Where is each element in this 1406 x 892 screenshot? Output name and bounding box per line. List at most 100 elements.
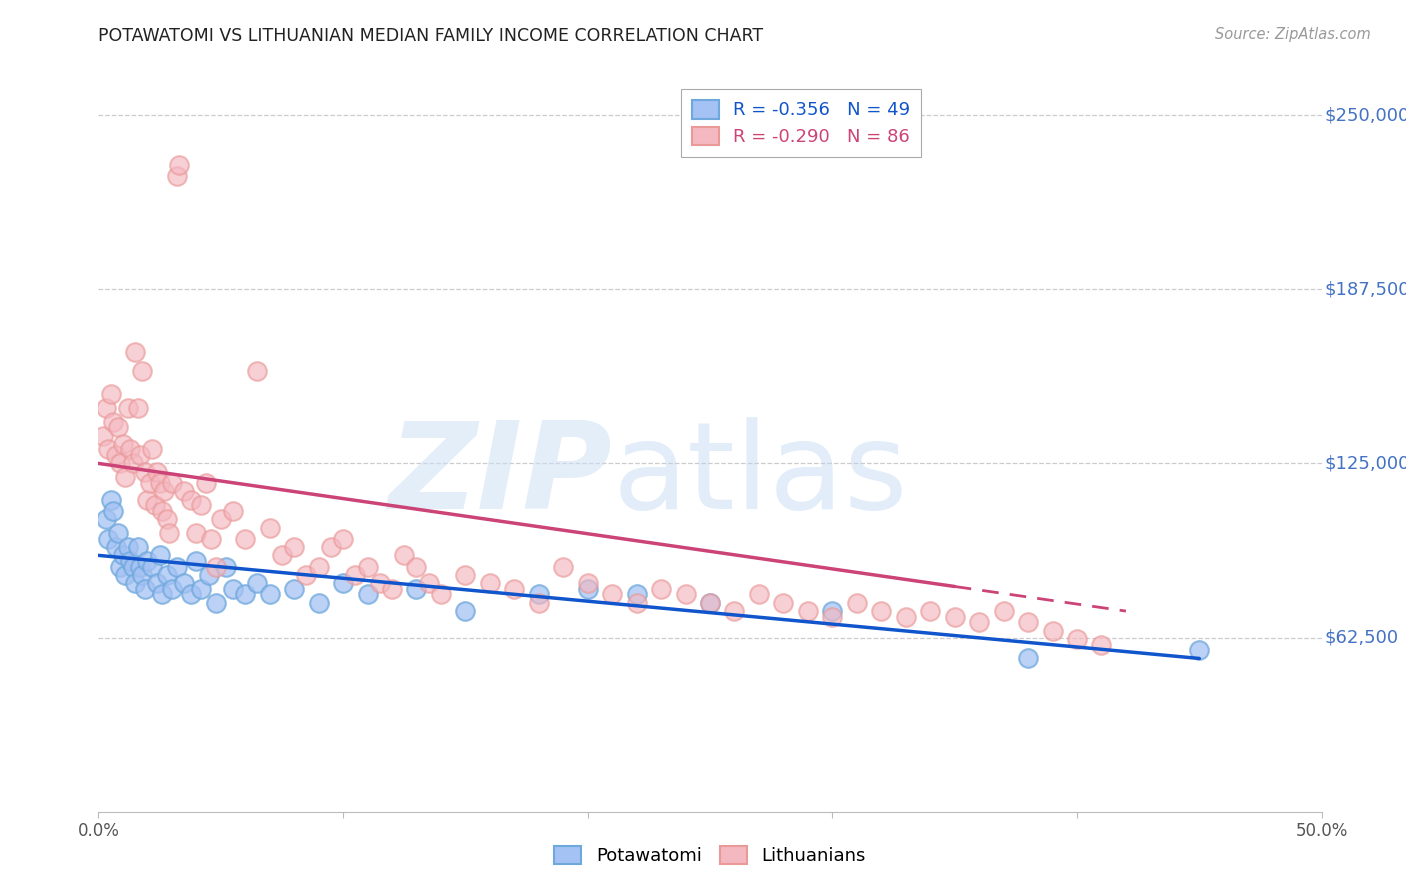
Text: ZIP: ZIP <box>388 417 612 533</box>
Point <box>319 540 342 554</box>
Point <box>127 401 149 415</box>
Point <box>772 596 794 610</box>
Point <box>894 609 917 624</box>
Text: $250,000: $250,000 <box>1324 106 1406 124</box>
Point <box>699 596 721 610</box>
Point <box>246 364 269 378</box>
Point <box>180 492 202 507</box>
Text: $125,000: $125,000 <box>1324 454 1406 473</box>
Point <box>101 504 124 518</box>
Point <box>117 540 139 554</box>
Point <box>1042 624 1064 638</box>
Point <box>1017 651 1039 665</box>
Point <box>205 596 228 610</box>
Point <box>173 576 195 591</box>
Point <box>222 504 245 518</box>
Point <box>104 540 127 554</box>
Point <box>943 609 966 624</box>
Point <box>153 484 176 499</box>
Point <box>97 442 120 457</box>
Point <box>308 559 330 574</box>
Point <box>121 559 143 574</box>
Point <box>1066 632 1088 646</box>
Point <box>107 420 129 434</box>
Point <box>143 498 166 512</box>
Point <box>392 549 416 563</box>
Point <box>111 549 134 563</box>
Point <box>124 345 146 359</box>
Point <box>124 576 146 591</box>
Point <box>121 457 143 471</box>
Point <box>368 576 391 591</box>
Point <box>166 169 188 184</box>
Point <box>1090 638 1112 652</box>
Point <box>650 582 672 596</box>
Point <box>110 559 132 574</box>
Point <box>160 475 183 490</box>
Point <box>149 475 172 490</box>
Point <box>149 549 172 563</box>
Point <box>821 604 844 618</box>
Point <box>845 596 868 610</box>
Point <box>205 559 228 574</box>
Point <box>381 582 404 596</box>
Point <box>190 498 212 512</box>
Point <box>233 587 256 601</box>
Point <box>141 559 163 574</box>
Point <box>197 567 219 582</box>
Point <box>141 442 163 457</box>
Point <box>173 484 195 499</box>
Point <box>920 604 942 618</box>
Point <box>418 576 440 591</box>
Point <box>195 475 218 490</box>
Point <box>332 532 354 546</box>
Text: $187,500: $187,500 <box>1324 280 1406 298</box>
Point <box>91 428 114 442</box>
Point <box>600 587 623 601</box>
Point <box>283 582 305 596</box>
Text: atlas: atlas <box>612 417 908 533</box>
Point <box>134 465 156 479</box>
Point <box>332 576 354 591</box>
Point <box>94 512 117 526</box>
Point <box>454 567 477 582</box>
Point <box>748 587 770 601</box>
Point <box>527 587 550 601</box>
Point <box>136 554 159 568</box>
Point <box>283 540 305 554</box>
Point <box>129 448 152 462</box>
Point <box>405 559 427 574</box>
Point <box>246 576 269 591</box>
Point <box>626 587 648 601</box>
Point <box>117 401 139 415</box>
Point <box>104 448 127 462</box>
Point <box>186 526 208 541</box>
Point <box>131 364 153 378</box>
Point <box>160 582 183 596</box>
Legend: Potawatomi, Lithuanians: Potawatomi, Lithuanians <box>547 838 873 872</box>
Point <box>136 492 159 507</box>
Point <box>967 615 990 630</box>
Point <box>723 604 745 618</box>
Point <box>1188 643 1211 657</box>
Point <box>129 559 152 574</box>
Point <box>405 582 427 596</box>
Point <box>100 386 122 401</box>
Point <box>259 520 281 534</box>
Point <box>356 587 378 601</box>
Point <box>120 554 142 568</box>
Point <box>553 559 575 574</box>
Point <box>180 587 202 601</box>
Point <box>166 559 188 574</box>
Point <box>233 532 256 546</box>
Point <box>150 504 173 518</box>
Point <box>295 567 318 582</box>
Point <box>222 582 245 596</box>
Text: $62,500: $62,500 <box>1324 629 1398 647</box>
Point <box>675 587 697 601</box>
Point <box>114 567 136 582</box>
Point <box>101 415 124 429</box>
Point <box>626 596 648 610</box>
Point <box>356 559 378 574</box>
Point <box>94 401 117 415</box>
